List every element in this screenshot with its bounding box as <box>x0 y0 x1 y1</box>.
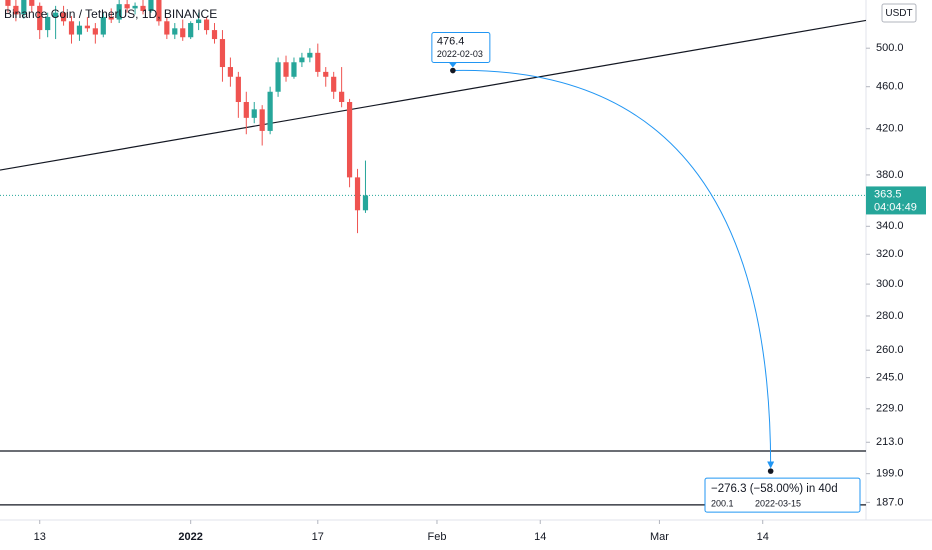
candle-body <box>307 52 313 58</box>
y-tick-label: 199.0 <box>876 468 904 480</box>
candle-body <box>259 109 265 131</box>
candle-body <box>132 5 138 9</box>
candle-body <box>76 25 83 35</box>
candle-body <box>323 71 329 77</box>
candle-body <box>227 67 234 77</box>
candle-body <box>331 76 337 92</box>
candle-body <box>13 5 19 15</box>
y-tick-label: 280.0 <box>876 310 904 322</box>
candle-body <box>251 109 257 118</box>
candle-body <box>148 0 154 11</box>
candle-body <box>100 16 106 35</box>
candle-body <box>172 28 178 35</box>
y-tick-label: 229.0 <box>876 403 904 415</box>
x-tick-label: 17 <box>312 531 324 543</box>
forecast-start-price: 476.4 <box>437 35 465 47</box>
y-tick-label: 187.0 <box>876 496 904 508</box>
candle-body <box>5 0 11 6</box>
forecast-start-pointer <box>448 62 457 68</box>
last-price-label: 363.5 <box>874 188 902 200</box>
x-tick-label: 14 <box>534 531 546 543</box>
candle-body <box>291 62 297 77</box>
y-tick-label: 245.0 <box>876 372 904 384</box>
candle-body <box>164 21 170 35</box>
candle-body <box>188 23 194 38</box>
candle-body <box>243 102 249 118</box>
last-price-box <box>866 186 926 215</box>
chart-title: Binance Coin / TetherUS, 1D, BINANCE <box>4 7 217 21</box>
x-tick-label: 14 <box>757 531 769 543</box>
candle-body <box>60 12 67 22</box>
candle-body <box>45 16 51 31</box>
forecast-start-box <box>431 32 491 64</box>
forecast-change: −276.3 (−58.00%) in 40d <box>711 483 838 495</box>
candle-body <box>211 30 218 40</box>
candle-body <box>116 4 122 20</box>
y-tick-label: 320.0 <box>876 248 904 260</box>
x-tick-label: Mar <box>650 531 669 543</box>
candle-body <box>196 19 202 24</box>
candle-body <box>235 76 241 103</box>
candle-body <box>84 25 90 29</box>
forecast-end-price: 200.1 <box>711 498 734 508</box>
candle-body <box>124 4 130 9</box>
y-tick-label: 420.0 <box>876 123 904 135</box>
candle-body <box>362 195 369 211</box>
candle-body <box>180 28 186 38</box>
y-tick-label: 380.0 <box>876 169 904 181</box>
candle-body <box>346 102 353 178</box>
currency-box <box>881 3 917 23</box>
y-tick-label: 213.0 <box>876 436 904 448</box>
forecast-start-date: 2022-02-03 <box>437 49 483 59</box>
y-tick-label: 460.0 <box>876 81 904 93</box>
candle-body <box>68 21 75 35</box>
candle-body <box>299 57 305 63</box>
y-tick-label: 260.0 <box>876 344 904 356</box>
candle-body <box>108 16 114 20</box>
countdown-label: 04:04:49 <box>874 201 917 213</box>
forecast-end-box <box>704 477 861 513</box>
candle-body <box>29 0 35 6</box>
candle-body <box>315 52 321 72</box>
forecast-start <box>450 67 456 74</box>
forecast-arc <box>452 70 775 469</box>
candle-body <box>267 91 273 131</box>
x-tick-label: Feb <box>427 531 446 543</box>
candle-body <box>275 62 281 92</box>
candle-body <box>92 28 98 35</box>
forecast-end-date: 2022-03-15 <box>755 498 801 508</box>
y-tick-label: 300.0 <box>876 278 904 290</box>
y-tick-label: 340.0 <box>876 220 904 232</box>
candle-body <box>283 62 289 77</box>
candle-body <box>339 91 345 103</box>
forecast-end <box>767 468 774 474</box>
candle-body <box>21 0 27 15</box>
currency-label: USDT <box>885 8 912 19</box>
y-tick-label: 500.0 <box>876 42 904 54</box>
candle-body <box>219 39 226 68</box>
candle-body <box>156 0 162 22</box>
x-tick-label: 13 <box>34 531 46 543</box>
axes: 500.0 460.0 420.0 380.0 340.0 320.0 300.0 280.0… <box>34 42 904 543</box>
x-tick-label: 2022 <box>178 531 202 543</box>
candle-body <box>140 5 146 11</box>
trend-line <box>0 19 866 171</box>
candle-body <box>37 5 43 31</box>
plot-area <box>0 0 866 506</box>
candle-body <box>203 19 210 31</box>
candle-body <box>354 177 361 211</box>
candle-body <box>53 12 59 17</box>
